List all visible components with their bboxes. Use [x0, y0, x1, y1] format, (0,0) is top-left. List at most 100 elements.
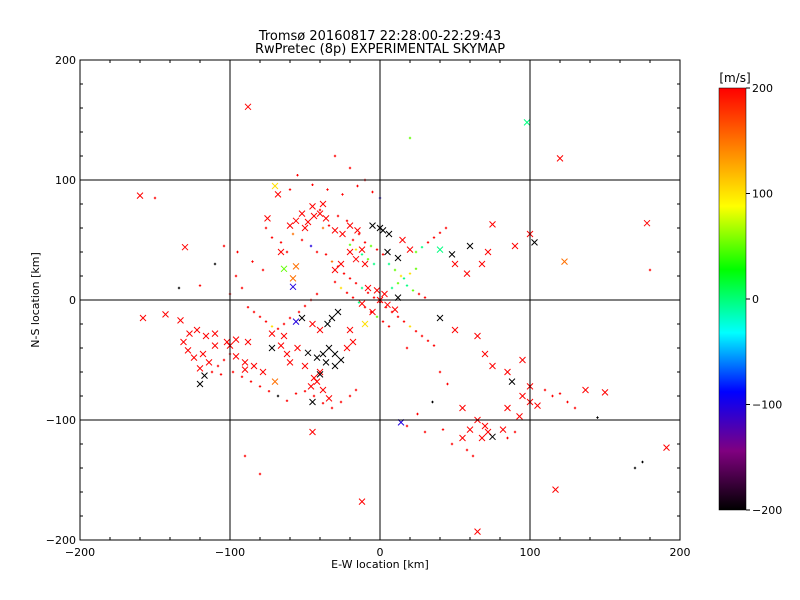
data-point — [361, 260, 369, 268]
data-point — [354, 248, 358, 251]
data-point — [219, 373, 223, 376]
data-point — [330, 260, 334, 263]
data-point — [519, 392, 526, 400]
data-point — [236, 250, 239, 254]
data-point — [385, 230, 393, 238]
x-tick-label: 0 — [377, 546, 384, 559]
data-point — [330, 406, 334, 410]
data-point — [301, 224, 309, 232]
data-point — [504, 404, 511, 412]
data-point — [484, 248, 492, 256]
data-point — [311, 183, 314, 186]
data-point — [381, 320, 385, 323]
data-point — [405, 346, 409, 350]
data-point — [348, 277, 352, 280]
data-point — [448, 251, 456, 258]
data-point — [234, 274, 238, 278]
data-point — [489, 362, 496, 370]
data-point — [264, 226, 268, 230]
data-point — [270, 236, 274, 239]
data-point — [566, 400, 569, 404]
colorbar-ticks: −200 −100 0 100 200 — [746, 82, 782, 517]
data-point — [648, 268, 652, 272]
data-point — [321, 402, 325, 405]
data-point — [316, 326, 324, 334]
data-point — [274, 191, 282, 198]
data-point — [426, 241, 430, 244]
data-point — [250, 362, 258, 370]
data-point — [363, 306, 367, 309]
data-point — [261, 268, 265, 272]
data-point — [387, 262, 391, 266]
data-point — [285, 399, 289, 402]
data-point — [231, 370, 235, 374]
data-point — [310, 212, 318, 220]
data-point — [313, 378, 321, 385]
data-point — [177, 317, 184, 324]
data-point — [399, 274, 403, 278]
data-point — [339, 230, 346, 238]
data-point — [366, 258, 370, 261]
data-point — [420, 334, 424, 338]
data-point — [268, 344, 276, 352]
data-point — [271, 378, 279, 385]
x-tick-label: −100 — [215, 546, 245, 559]
data-point — [319, 350, 327, 358]
data-point — [276, 394, 280, 398]
x-axis-label: E-W location [km] — [331, 558, 429, 571]
data-point — [372, 262, 376, 266]
data-point — [282, 322, 286, 326]
data-point — [162, 311, 169, 318]
data-point — [298, 210, 306, 217]
data-point — [324, 320, 331, 328]
data-point — [360, 286, 364, 290]
data-point — [303, 304, 307, 308]
data-point — [551, 394, 554, 398]
data-point — [177, 286, 181, 290]
data-point — [240, 286, 244, 290]
data-point — [213, 262, 217, 266]
data-point — [276, 327, 280, 330]
data-point — [258, 472, 262, 476]
y-tick-label: −100 — [46, 414, 76, 427]
data-point — [333, 280, 337, 284]
data-point — [186, 330, 193, 337]
colorbar-tick-label: −200 — [752, 504, 782, 517]
data-point — [341, 193, 344, 196]
data-point — [601, 389, 609, 396]
data-point — [375, 315, 379, 318]
data-point — [414, 267, 418, 270]
data-point — [318, 208, 322, 212]
data-point — [294, 392, 298, 395]
data-point — [416, 412, 419, 416]
data-point — [356, 184, 359, 188]
data-point — [519, 356, 526, 364]
data-point — [348, 243, 352, 246]
data-point — [259, 368, 267, 376]
data-point — [280, 265, 288, 273]
data-point — [358, 246, 366, 253]
data-point — [292, 263, 300, 270]
data-point — [348, 394, 352, 398]
data-point — [210, 370, 214, 374]
colorbar-tick-label: −100 — [752, 399, 782, 412]
data-point — [298, 314, 306, 322]
data-point — [198, 284, 202, 287]
data-point — [438, 231, 442, 234]
data-point — [411, 289, 415, 292]
data-point — [369, 244, 373, 248]
data-point — [450, 442, 454, 446]
data-point — [291, 232, 295, 236]
data-point — [241, 359, 249, 366]
data-point — [289, 283, 297, 291]
data-point — [223, 338, 231, 346]
data-point — [432, 236, 436, 239]
data-point — [531, 239, 538, 246]
data-point — [373, 287, 381, 294]
data-point — [288, 316, 292, 320]
data-point — [375, 248, 379, 251]
data-point — [426, 339, 430, 342]
data-point — [351, 238, 355, 242]
data-point — [506, 436, 509, 440]
